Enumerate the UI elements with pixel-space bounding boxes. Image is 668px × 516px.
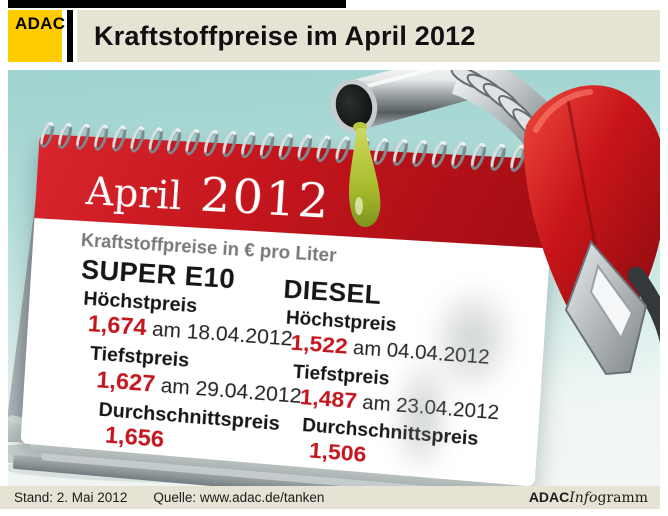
adac-infogramm-brand: ADACInfogramm [529,489,648,506]
adac-logo: ADAC [8,10,66,62]
page-title: Kraftstoffpreise im April 2012 [94,20,476,51]
nozzle-trigger-guard [564,240,648,376]
status-text: Stand: 2. Mai 2012 [14,490,128,505]
brand-bold: ADAC [528,489,570,505]
nozzle-trigger [589,263,634,341]
footer-band: Stand: 2. Mai 2012 Quelle: www.adac.de/t… [0,486,660,509]
fuel-drop [349,122,381,227]
nozzle-spout [330,70,476,133]
brand-rest: gramm [597,490,648,506]
nozzle-supply-hose [627,266,660,344]
top-black-bar [8,0,346,8]
brand-italic: Info [569,490,598,506]
adac-logo-text: ADAC [15,14,66,33]
source-text: Quelle: www.adac.de/tanken [153,490,325,505]
fuel-nozzle-illustration [330,70,660,376]
logo-divider [67,10,73,62]
illustration-stage: April 2012 Kraftstoffpreise in € pro Lite… [8,70,660,486]
title-band: Kraftstoffpreise im April 2012 [77,10,660,62]
